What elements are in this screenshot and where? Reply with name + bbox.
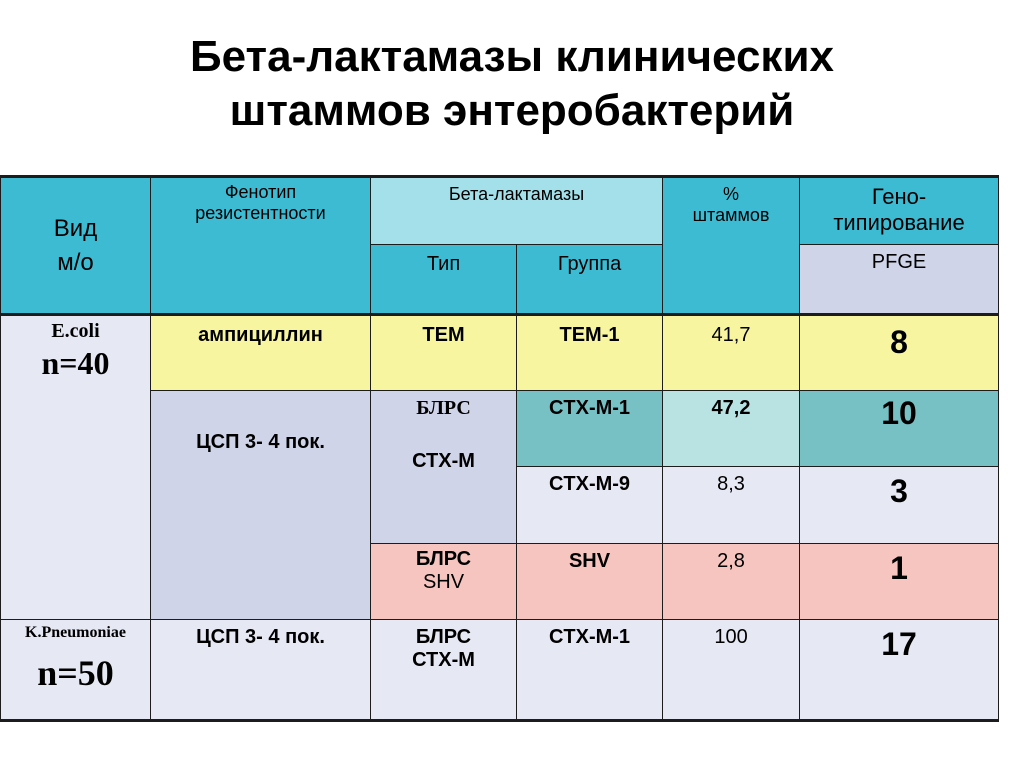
type-blrs-ctxm: БЛРС СТХ-М [370, 390, 517, 544]
header-genotyping: Гено- типирование [799, 175, 1000, 245]
ecoli-n: n=40 [41, 345, 110, 381]
type-blrs-shv-line1: БЛРС [415, 548, 472, 570]
page-title: Бета-лактамазы клинических штаммов энтер… [0, 30, 1024, 138]
pfge-shv: 1 [799, 543, 1000, 620]
header-percent: % штаммов [662, 175, 801, 315]
type-blrs-label: БЛРС [416, 397, 471, 419]
kpn-type-line1: БЛРС [415, 626, 472, 648]
pfge-kpn: 17 [799, 619, 1000, 722]
phenotype-ampicillin: ампициллин [150, 313, 371, 391]
percent-tem1: 41,7 [662, 313, 801, 391]
header-type: Тип [370, 244, 517, 315]
percent-ctxm1: 47,2 [662, 390, 801, 467]
type-blrs-shv: БЛРС SHV [370, 543, 517, 620]
group-tem1: TEM-1 [515, 313, 664, 391]
species-ecoli: E.coli n=40 [0, 313, 151, 620]
species-kpneumoniae: K.Pneumoniae n=50 [0, 619, 151, 722]
ecoli-name: E.coli [51, 320, 100, 342]
pfge-ctxm9: 3 [799, 466, 1000, 544]
group-ctxm1: CTX-M-1 [515, 390, 664, 467]
kpn-n: n=50 [37, 653, 114, 693]
header-phenotype: Фенотип резистентности [150, 175, 371, 315]
header-species-line2: м/о [57, 248, 94, 276]
type-blrs-shv-line2: SHV [422, 571, 465, 593]
phenotype-csp-kpn: ЦСП 3- 4 пок. [150, 619, 371, 722]
type-tem: TEM [370, 313, 517, 391]
percent-ctxm9: 8,3 [662, 466, 801, 544]
header-phenotype-line1: Фенотип [224, 182, 297, 202]
header-beta-lactamases: Бета-лактамазы [369, 175, 664, 245]
pfge-ctxm1: 10 [799, 390, 1000, 467]
header-geno-line2: типирование [833, 210, 965, 235]
kpn-type-line2: СТХ-М [412, 649, 475, 671]
kpn-name: K.Pneumoniae [25, 624, 126, 641]
header-phenotype-line2: резистентности [195, 203, 326, 223]
group-ctxm9: CTX-M-9 [515, 466, 664, 544]
beta-lactamase-table: Вид м/о Фенотип резистентности Бета-лакт… [0, 175, 1000, 722]
percent-shv: 2,8 [662, 543, 801, 620]
header-geno-line1: Гено- [871, 184, 927, 209]
header-percent-line1: % [723, 184, 740, 204]
header-species: Вид м/о [0, 175, 151, 315]
title-line-2: штаммов энтеробактерий [229, 86, 795, 135]
type-blrs-ctxm-kpn: БЛРС СТХ-М [370, 619, 517, 722]
title-line-1: Бета-лактамазы клинических [190, 32, 834, 81]
header-percent-line2: штаммов [692, 205, 770, 225]
header-pfge: PFGE [799, 244, 1000, 315]
header-group: Группа [515, 244, 664, 315]
group-shv: SHV [515, 543, 664, 620]
header-species-line1: Вид [53, 214, 98, 242]
percent-kpn: 100 [662, 619, 801, 722]
phenotype-csp-ecoli: ЦСП 3- 4 пок. [150, 390, 371, 620]
group-ctxm1-kpn: CTX-M-1 [515, 619, 664, 722]
type-ctxm-label: СТХ-М [412, 450, 475, 472]
pfge-tem1: 8 [799, 313, 1000, 391]
